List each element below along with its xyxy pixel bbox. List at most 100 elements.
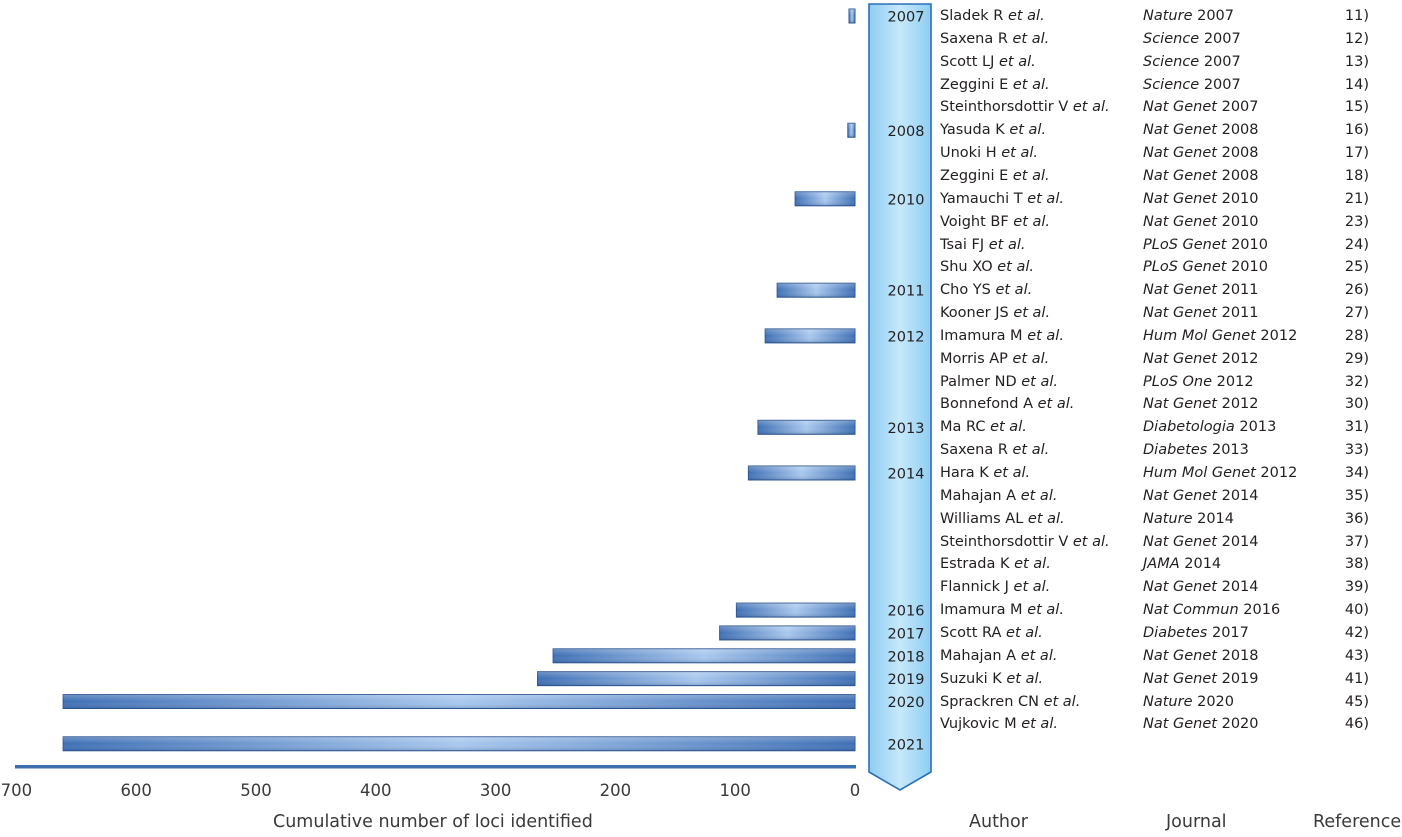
bar-2011: [776, 282, 856, 298]
journal-name: Science: [1143, 53, 1200, 70]
reference-cell: 45): [1344, 693, 1369, 710]
author-name: Suzuki K: [940, 670, 1007, 687]
et-al: et al.: [1012, 76, 1050, 93]
journal-year: 2014: [1216, 533, 1259, 550]
author-cell: Vujkovic M et al.: [940, 715, 1058, 733]
journal-year: 2014: [1216, 487, 1259, 504]
journal-name: Nat Genet: [1143, 670, 1217, 687]
journal-name: Nat Genet: [1143, 282, 1217, 299]
et-al: et al.: [1013, 579, 1051, 596]
journal-year: 2010: [1216, 190, 1259, 207]
author-name: Voight BF: [940, 213, 1014, 230]
et-al: et al.: [997, 259, 1034, 276]
et-al: et al.: [1037, 396, 1075, 413]
year-label-2018: 2018: [888, 649, 925, 665]
author-cell: Scott LJ et al.: [940, 53, 1036, 71]
author-name: Saxena R: [940, 30, 1013, 47]
reference-cell: 28): [1344, 327, 1369, 344]
et-al: et al.: [1020, 647, 1058, 664]
et-al: et al.: [1009, 122, 1047, 139]
journal-name: Science: [1143, 30, 1200, 47]
journal-cell: Hum Mol Genet 2012: [1143, 464, 1297, 482]
journal-cell: JAMA 2014: [1143, 555, 1221, 573]
author-name: Imamura M: [940, 327, 1028, 344]
journal-cell: Science 2007: [1143, 30, 1241, 48]
bar-shade-2014: [748, 466, 855, 480]
journal-cell: Nat Genet 2019: [1143, 670, 1259, 688]
journal-year: 2010: [1226, 259, 1268, 276]
reference-cell: 25): [1344, 259, 1369, 276]
bar-2020: [62, 694, 856, 709]
year-label-2012: 2012: [888, 329, 925, 345]
et-al: et al.: [1021, 373, 1058, 390]
author-cell: Yasuda K et al.: [940, 121, 1046, 139]
journal-year: 2020: [1216, 716, 1259, 733]
author-name: Steinthorsdottir V: [940, 99, 1073, 116]
journal-name: Nat Genet: [1143, 579, 1217, 596]
journal-year: 2007: [1199, 30, 1241, 47]
author-name: Scott LJ: [940, 53, 999, 70]
journal-name: PLoS Genet: [1143, 236, 1227, 253]
et-al: et al.: [993, 465, 1031, 481]
et-al: et al.: [988, 236, 1026, 253]
et-al: et al.: [1013, 213, 1051, 230]
author-name: Estrada K: [940, 556, 1015, 573]
bar-shade-2021: [63, 736, 855, 751]
journal-name: Nat Genet: [1143, 305, 1217, 322]
journal-year: 2012: [1216, 350, 1259, 367]
journal-cell: Diabetes 2017: [1143, 624, 1249, 642]
author-cell: Hara K et al.: [940, 464, 1030, 482]
journal-year: 2010: [1216, 213, 1259, 230]
reference-cell: 43): [1344, 647, 1369, 664]
journal-year: 2010: [1226, 236, 1268, 253]
journal-year: 2011: [1216, 282, 1259, 299]
journal-name: Nat Genet: [1143, 167, 1217, 184]
reference-cell: 26): [1344, 282, 1369, 299]
journal-name: Nat Commun: [1143, 602, 1239, 619]
x-tick-label-700: 700: [1, 781, 33, 800]
et-al: et al.: [1014, 556, 1051, 573]
bar-2014: [747, 465, 856, 481]
author-cell: Zeggini E et al.: [940, 167, 1050, 185]
journal-cell: Nat Genet 2018: [1143, 647, 1259, 665]
journal-name: Diabetologia: [1143, 419, 1235, 436]
author-cell: Ma RC et al.: [940, 418, 1027, 436]
et-al: et al.: [1072, 533, 1110, 550]
author-cell: Scott RA et al.: [940, 624, 1043, 642]
journal-name: Nat Genet: [1143, 190, 1217, 207]
reference-column-header: Reference: [1313, 812, 1402, 832]
author-name: Williams AL: [940, 510, 1028, 527]
reference-cell: 16): [1344, 122, 1369, 139]
journal-cell: Diabetologia 2013: [1143, 418, 1276, 436]
x-axis-label: Cumulative number of loci identified: [273, 812, 593, 832]
x-tick-label-500: 500: [240, 781, 272, 800]
et-al: et al.: [1027, 327, 1064, 344]
et-al: et al.: [1020, 487, 1058, 504]
author-name: Unoki H: [940, 145, 1002, 162]
bar-2017: [719, 625, 856, 641]
author-name: Bonnefond A: [940, 396, 1038, 413]
reference-cell: 33): [1344, 442, 1369, 459]
journal-name: Diabetes: [1143, 624, 1208, 641]
journal-year: 2008: [1216, 145, 1259, 162]
journal-cell: Nat Genet 2010: [1143, 190, 1259, 208]
year-label-2013: 2013: [888, 421, 925, 437]
author-name: Shu XO: [940, 259, 998, 276]
journal-name: Nat Genet: [1143, 533, 1217, 550]
journal-year: 2013: [1234, 419, 1277, 436]
author-name: Scott RA: [940, 624, 1007, 641]
journal-year: 2016: [1238, 602, 1281, 619]
author-cell: Shu XO et al.: [940, 258, 1034, 276]
journal-cell: Nat Genet 2014: [1143, 487, 1259, 505]
journal-name: Nat Genet: [1143, 213, 1217, 230]
journal-name: Nat Genet: [1143, 647, 1217, 664]
reference-cell: 36): [1344, 510, 1369, 527]
journal-name: Hum Mol Genet: [1143, 327, 1256, 344]
journal-year: 2018: [1216, 647, 1259, 664]
reference-cell: 39): [1344, 579, 1369, 596]
journal-name: Nat Genet: [1143, 716, 1217, 733]
x-tick-label-300: 300: [480, 781, 512, 800]
journal-year: 2014: [1216, 579, 1259, 596]
author-name: Hara K: [940, 465, 994, 481]
journal-year: 2012: [1216, 396, 1259, 413]
